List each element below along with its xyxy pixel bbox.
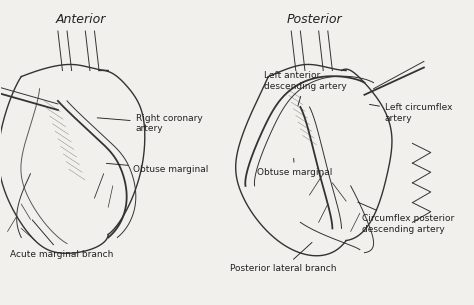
Text: Circumflex posterior
descending artery: Circumflex posterior descending artery [358, 202, 455, 234]
Text: Acute marginal branch: Acute marginal branch [10, 220, 113, 259]
Text: Left anterior
descending artery: Left anterior descending artery [264, 71, 346, 106]
Text: Left circumflex
artery: Left circumflex artery [369, 103, 453, 123]
Text: Anterior: Anterior [55, 13, 106, 26]
Text: Posterior: Posterior [286, 13, 342, 26]
Text: Posterior lateral branch: Posterior lateral branch [230, 242, 337, 273]
Text: Obtuse marginal: Obtuse marginal [257, 158, 332, 177]
Text: Obtuse marginal: Obtuse marginal [106, 163, 209, 174]
Text: Right coronary
artery: Right coronary artery [97, 114, 202, 133]
